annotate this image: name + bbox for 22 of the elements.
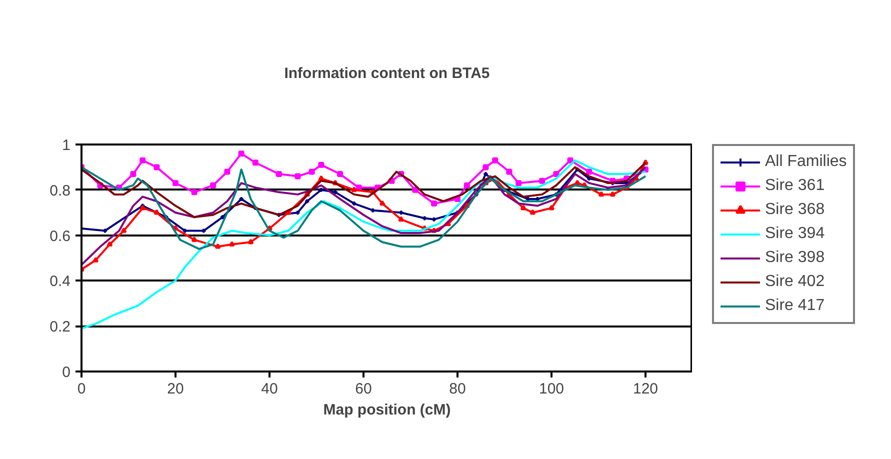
y-tick-label: 0 (62, 364, 70, 381)
x-axis-title: Map position (cM) (323, 402, 451, 418)
y-tick-label: 1 (62, 137, 70, 154)
legend-label: Sire 417 (765, 297, 825, 315)
legend-label: Sire 402 (765, 273, 825, 291)
x-tick-label: 120 (632, 380, 658, 398)
x-tick-label: 80 (449, 380, 466, 398)
x-tick-label: 0 (77, 380, 86, 398)
x-tick-label: 60 (355, 380, 372, 398)
legend-label: Sire 368 (765, 201, 825, 219)
legend-label: Sire 398 (765, 249, 825, 267)
legend-label: All Families (765, 153, 847, 171)
y-tick-label: 0.2 (50, 318, 71, 336)
y-tick-label: 0.4 (50, 273, 71, 290)
x-tick-label: 40 (261, 380, 278, 398)
x-tick-label: 20 (167, 380, 184, 398)
chart-title: Information content on BTA5 (284, 65, 490, 82)
legend-label: Sire 394 (765, 225, 825, 243)
x-tick-label: 100 (538, 380, 564, 398)
y-tick-label: 0.8 (50, 182, 71, 200)
y-tick-label: 0.6 (50, 228, 71, 245)
legend-label: Sire 361 (765, 177, 825, 195)
